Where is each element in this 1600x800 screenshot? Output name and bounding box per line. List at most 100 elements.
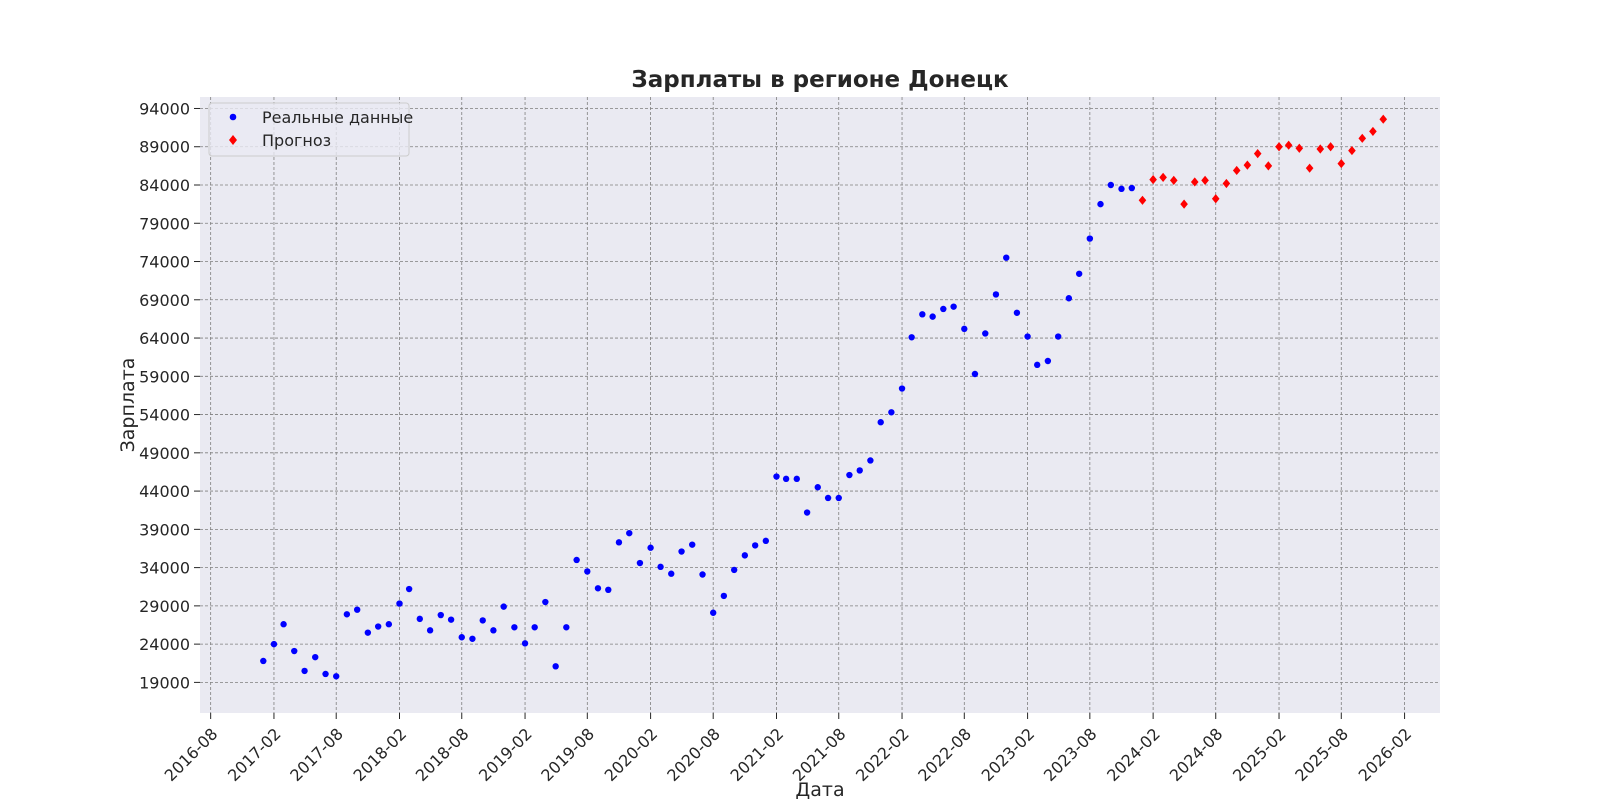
- forecast-point: [1201, 175, 1209, 186]
- real-data-point: [605, 586, 612, 593]
- forecast-point: [1348, 145, 1356, 156]
- real-data-point: [1054, 333, 1062, 340]
- forecast-point: [1295, 143, 1304, 153]
- real-data-point: [803, 509, 811, 516]
- real-data-point: [689, 541, 696, 548]
- x-tick-label: 2016-08: [161, 724, 222, 785]
- legend-label-real: Реальные данные: [262, 108, 413, 127]
- real-data-point: [668, 570, 675, 577]
- forecast-point: [1169, 175, 1178, 186]
- real-data-point: [888, 409, 895, 416]
- real-data-point: [542, 598, 549, 606]
- forecast-point: [1369, 126, 1377, 137]
- real-data-point: [720, 592, 728, 600]
- real-data-point: [814, 484, 821, 491]
- y-tick-label: 69000: [139, 291, 190, 310]
- forecast-point: [1149, 175, 1157, 185]
- real-data-point: [615, 539, 623, 546]
- legend-marker-real: [229, 113, 237, 121]
- real-data-point: [1065, 295, 1073, 302]
- real-data-point: [1075, 270, 1083, 277]
- real-data-point: [856, 467, 863, 474]
- real-data-point: [458, 634, 465, 641]
- x-tick-label: 2022-02: [852, 724, 913, 785]
- forecast-point: [1232, 165, 1241, 176]
- real-data-point: [793, 475, 800, 483]
- x-tick-label: 2020-02: [601, 724, 662, 785]
- y-tick-label: 89000: [139, 138, 190, 157]
- y-tick-label: 39000: [139, 520, 190, 539]
- real-data-point: [469, 635, 476, 642]
- x-tick-label: 2025-08: [1291, 724, 1352, 785]
- x-tick-label: 2019-02: [475, 724, 536, 785]
- forecast-point: [1190, 177, 1199, 187]
- real-data-point: [982, 330, 989, 337]
- y-tick-label: 79000: [139, 214, 190, 233]
- real-data-point: [1003, 254, 1010, 261]
- y-tick-label: 64000: [139, 329, 190, 348]
- x-tick-label: 2019-08: [537, 724, 598, 785]
- real-data-point: [908, 334, 915, 341]
- real-data-point: [1024, 333, 1031, 340]
- real-data-point: [405, 585, 413, 593]
- y-tick-label: 94000: [139, 99, 190, 118]
- real-data-point: [961, 325, 968, 333]
- x-tick-label: 2026-02: [1355, 724, 1416, 785]
- real-data-point: [741, 552, 749, 559]
- real-data-point: [270, 640, 278, 648]
- real-data-point: [322, 670, 329, 678]
- chart-title: Зарплаты в регионе Донецк: [631, 67, 1009, 93]
- forecast-point: [1316, 144, 1325, 154]
- real-data-point: [762, 537, 770, 545]
- real-data-point: [364, 629, 372, 636]
- real-data-point: [919, 311, 926, 318]
- real-data-point: [626, 529, 633, 537]
- forecast-point: [1284, 140, 1293, 150]
- real-data-point: [940, 305, 947, 313]
- real-data-point: [426, 627, 434, 634]
- real-data-point: [751, 542, 759, 549]
- real-data-point: [898, 385, 906, 392]
- x-tick-label: 2022-08: [914, 724, 975, 785]
- forecast-point: [1222, 178, 1231, 189]
- forecast-point: [1138, 195, 1147, 205]
- real-data-point: [343, 611, 351, 618]
- x-axis-label: Дата: [795, 779, 844, 800]
- y-tick-label: 59000: [139, 367, 190, 386]
- x-tick-label: 2018-02: [350, 724, 411, 785]
- real-data-point: [867, 457, 874, 464]
- real-data-point: [699, 571, 706, 578]
- real-data-point: [447, 616, 455, 623]
- x-tick-label: 2021-08: [789, 724, 850, 785]
- y-tick-label: 54000: [139, 406, 190, 425]
- real-data-point: [291, 647, 298, 655]
- real-data-point: [647, 544, 654, 551]
- x-tick-label: 2024-08: [1166, 724, 1227, 785]
- legend-box: [208, 102, 410, 157]
- real-data-point: [835, 494, 842, 502]
- real-data-point: [333, 673, 340, 680]
- forecast-point: [1243, 160, 1252, 170]
- real-data-point: [594, 585, 602, 592]
- real-data-point: [773, 473, 780, 480]
- forecast-point: [1379, 114, 1388, 124]
- real-data-point: [1013, 309, 1021, 316]
- grid-x: [210, 97, 1405, 713]
- real-data-point: [782, 475, 790, 483]
- x-tick-label: 2017-02: [224, 724, 285, 785]
- real-data-point: [636, 559, 644, 567]
- y-tick-label: 74000: [139, 253, 190, 272]
- real-data-point: [1128, 184, 1136, 192]
- x-tick-label: 2020-08: [663, 724, 724, 785]
- x-tick-label: 2023-08: [1040, 724, 1101, 785]
- real-data-point: [312, 653, 319, 661]
- real-data-point: [416, 615, 423, 623]
- real-data-point: [531, 624, 538, 631]
- real-data-point: [657, 563, 664, 571]
- forecast-point: [1305, 163, 1314, 173]
- real-data-point: [437, 611, 444, 619]
- real-data-point: [824, 494, 832, 502]
- real-data-point: [573, 556, 580, 564]
- real-data-point: [992, 291, 1000, 298]
